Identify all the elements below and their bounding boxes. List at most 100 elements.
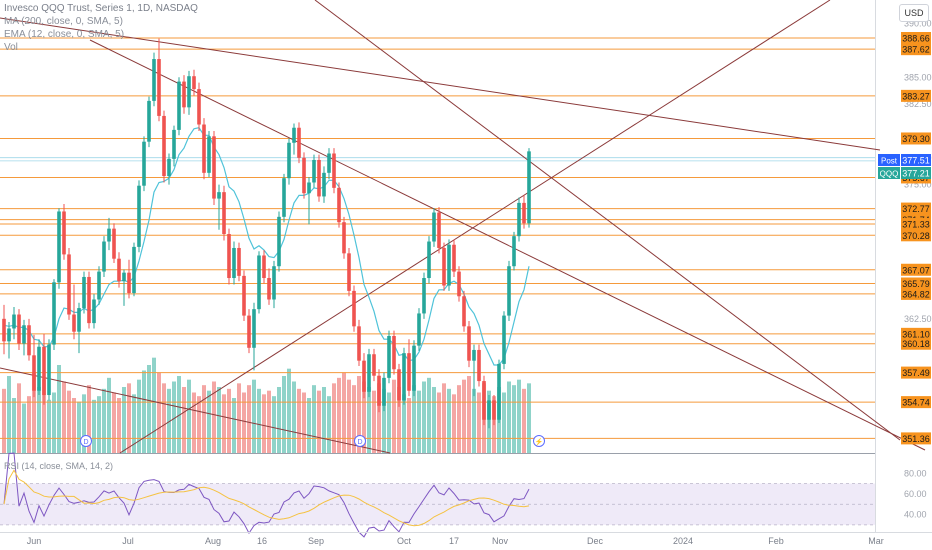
volume-bar bbox=[192, 392, 196, 453]
candle-body bbox=[367, 354, 371, 392]
level-badge bbox=[901, 202, 931, 215]
candle-body bbox=[317, 159, 321, 197]
time-axis[interactable]: Jun Jul Aug 16 Sep Oct 17 Nov Dec 2024 Feb Mar bbox=[0, 532, 932, 547]
candle-body bbox=[82, 276, 86, 309]
price-pane-grid bbox=[0, 0, 876, 532]
volume-bar bbox=[22, 403, 26, 453]
volume-bar bbox=[317, 390, 321, 453]
volume-bar bbox=[17, 383, 21, 453]
volume-bar bbox=[247, 385, 251, 453]
volume-bar bbox=[27, 396, 31, 453]
candle-body bbox=[2, 318, 6, 342]
candle-body bbox=[107, 228, 111, 242]
chart-legend: Invesco QQQ Trust, Series 1, 1D, NASDAQ … bbox=[4, 2, 198, 54]
level-badge bbox=[901, 263, 931, 276]
volume-bar bbox=[167, 388, 171, 453]
volume-bar bbox=[362, 381, 366, 453]
volume-bar bbox=[217, 387, 221, 453]
candle-body bbox=[77, 308, 81, 332]
rsi-ma-line bbox=[3, 469, 530, 527]
volume-bar bbox=[162, 383, 166, 453]
candle-body bbox=[477, 349, 481, 382]
candle-body bbox=[17, 314, 21, 344]
volume-bar bbox=[302, 392, 306, 453]
level-badge-value: 371.33 bbox=[902, 220, 930, 230]
candle-body bbox=[147, 100, 151, 142]
candle-body bbox=[417, 313, 421, 346]
volume-bar bbox=[287, 368, 291, 453]
candle-body bbox=[392, 335, 396, 370]
rsi-tick-label: 80.00 bbox=[904, 468, 927, 478]
candle-body bbox=[452, 244, 456, 272]
volume-bar bbox=[507, 381, 511, 453]
event-marker-glyph: D bbox=[357, 439, 362, 446]
time-tick-label: 16 bbox=[257, 536, 267, 546]
volume-bar bbox=[107, 377, 111, 453]
candle-body bbox=[42, 346, 46, 396]
rsi-line bbox=[3, 452, 530, 538]
candlesticks bbox=[2, 38, 531, 429]
time-tick-label: Jun bbox=[27, 536, 42, 546]
volume-bar bbox=[412, 385, 416, 453]
level-badge bbox=[901, 218, 931, 231]
candle-body bbox=[527, 151, 531, 224]
rsi-tick-label: 40.00 bbox=[904, 510, 927, 520]
candle-body bbox=[447, 244, 451, 286]
level-badge-value: 361.10 bbox=[902, 329, 930, 339]
time-tick-label: Jul bbox=[122, 536, 134, 546]
volume-bar bbox=[2, 388, 6, 453]
candle-body bbox=[87, 276, 91, 324]
legend-ema[interactable]: EMA (12, close, 0, SMA, 5) bbox=[4, 29, 125, 40]
candle-body bbox=[237, 247, 241, 276]
volume-bar bbox=[332, 383, 336, 453]
candle-body bbox=[22, 325, 26, 344]
candle-body bbox=[162, 115, 166, 177]
currency-button[interactable]: USD bbox=[899, 4, 929, 22]
candle-body bbox=[377, 375, 381, 406]
qqq-badge-label: QQQ bbox=[880, 170, 899, 179]
volume-bar bbox=[182, 387, 186, 453]
event-marker-icon bbox=[80, 435, 92, 447]
volume-bar bbox=[422, 381, 426, 453]
volume-bar bbox=[277, 387, 281, 453]
legend-ma[interactable]: MA (200, close, 0, SMA, 5) bbox=[4, 16, 123, 27]
qqq-badge-value-bg bbox=[901, 167, 931, 179]
time-tick-label: Feb bbox=[768, 536, 784, 546]
post-badge-label: Post bbox=[881, 157, 898, 166]
time-tick-label: Aug bbox=[205, 536, 221, 546]
legend-vol[interactable]: Vol bbox=[4, 42, 18, 53]
volume-bar bbox=[437, 392, 441, 453]
volume-bar bbox=[457, 385, 461, 453]
candle-body bbox=[427, 241, 431, 279]
candle-body bbox=[362, 360, 366, 392]
candle-body bbox=[462, 296, 466, 327]
volume-bar bbox=[142, 370, 146, 453]
volume-bar bbox=[272, 396, 276, 453]
volume-bar bbox=[407, 398, 411, 453]
volume-bar bbox=[237, 383, 241, 453]
volume-bar bbox=[522, 388, 526, 453]
candle-body bbox=[182, 81, 186, 108]
time-tick-label: Sep bbox=[308, 536, 324, 546]
candle-body bbox=[492, 400, 496, 420]
volume-bar bbox=[297, 388, 301, 453]
level-badge bbox=[901, 277, 931, 290]
volume-bar bbox=[252, 379, 256, 453]
level-badge bbox=[901, 432, 931, 445]
volume-bar bbox=[37, 387, 41, 453]
volume-bar bbox=[367, 387, 371, 453]
volume-bar bbox=[112, 392, 116, 453]
volume-bar bbox=[462, 379, 466, 453]
volume-bar bbox=[337, 377, 341, 453]
candle-body bbox=[27, 325, 31, 356]
volume-bar bbox=[477, 392, 481, 453]
level-badge-value: 357.49 bbox=[902, 368, 930, 378]
candle-body bbox=[172, 129, 176, 159]
candle-body bbox=[202, 124, 206, 173]
volume-bar bbox=[292, 381, 296, 453]
candle-body bbox=[117, 258, 121, 282]
candle-body bbox=[247, 315, 251, 348]
candle-body bbox=[387, 335, 391, 378]
price-axis[interactable]: 390.00385.00382.50377.50375.00362.50388.… bbox=[878, 19, 932, 520]
